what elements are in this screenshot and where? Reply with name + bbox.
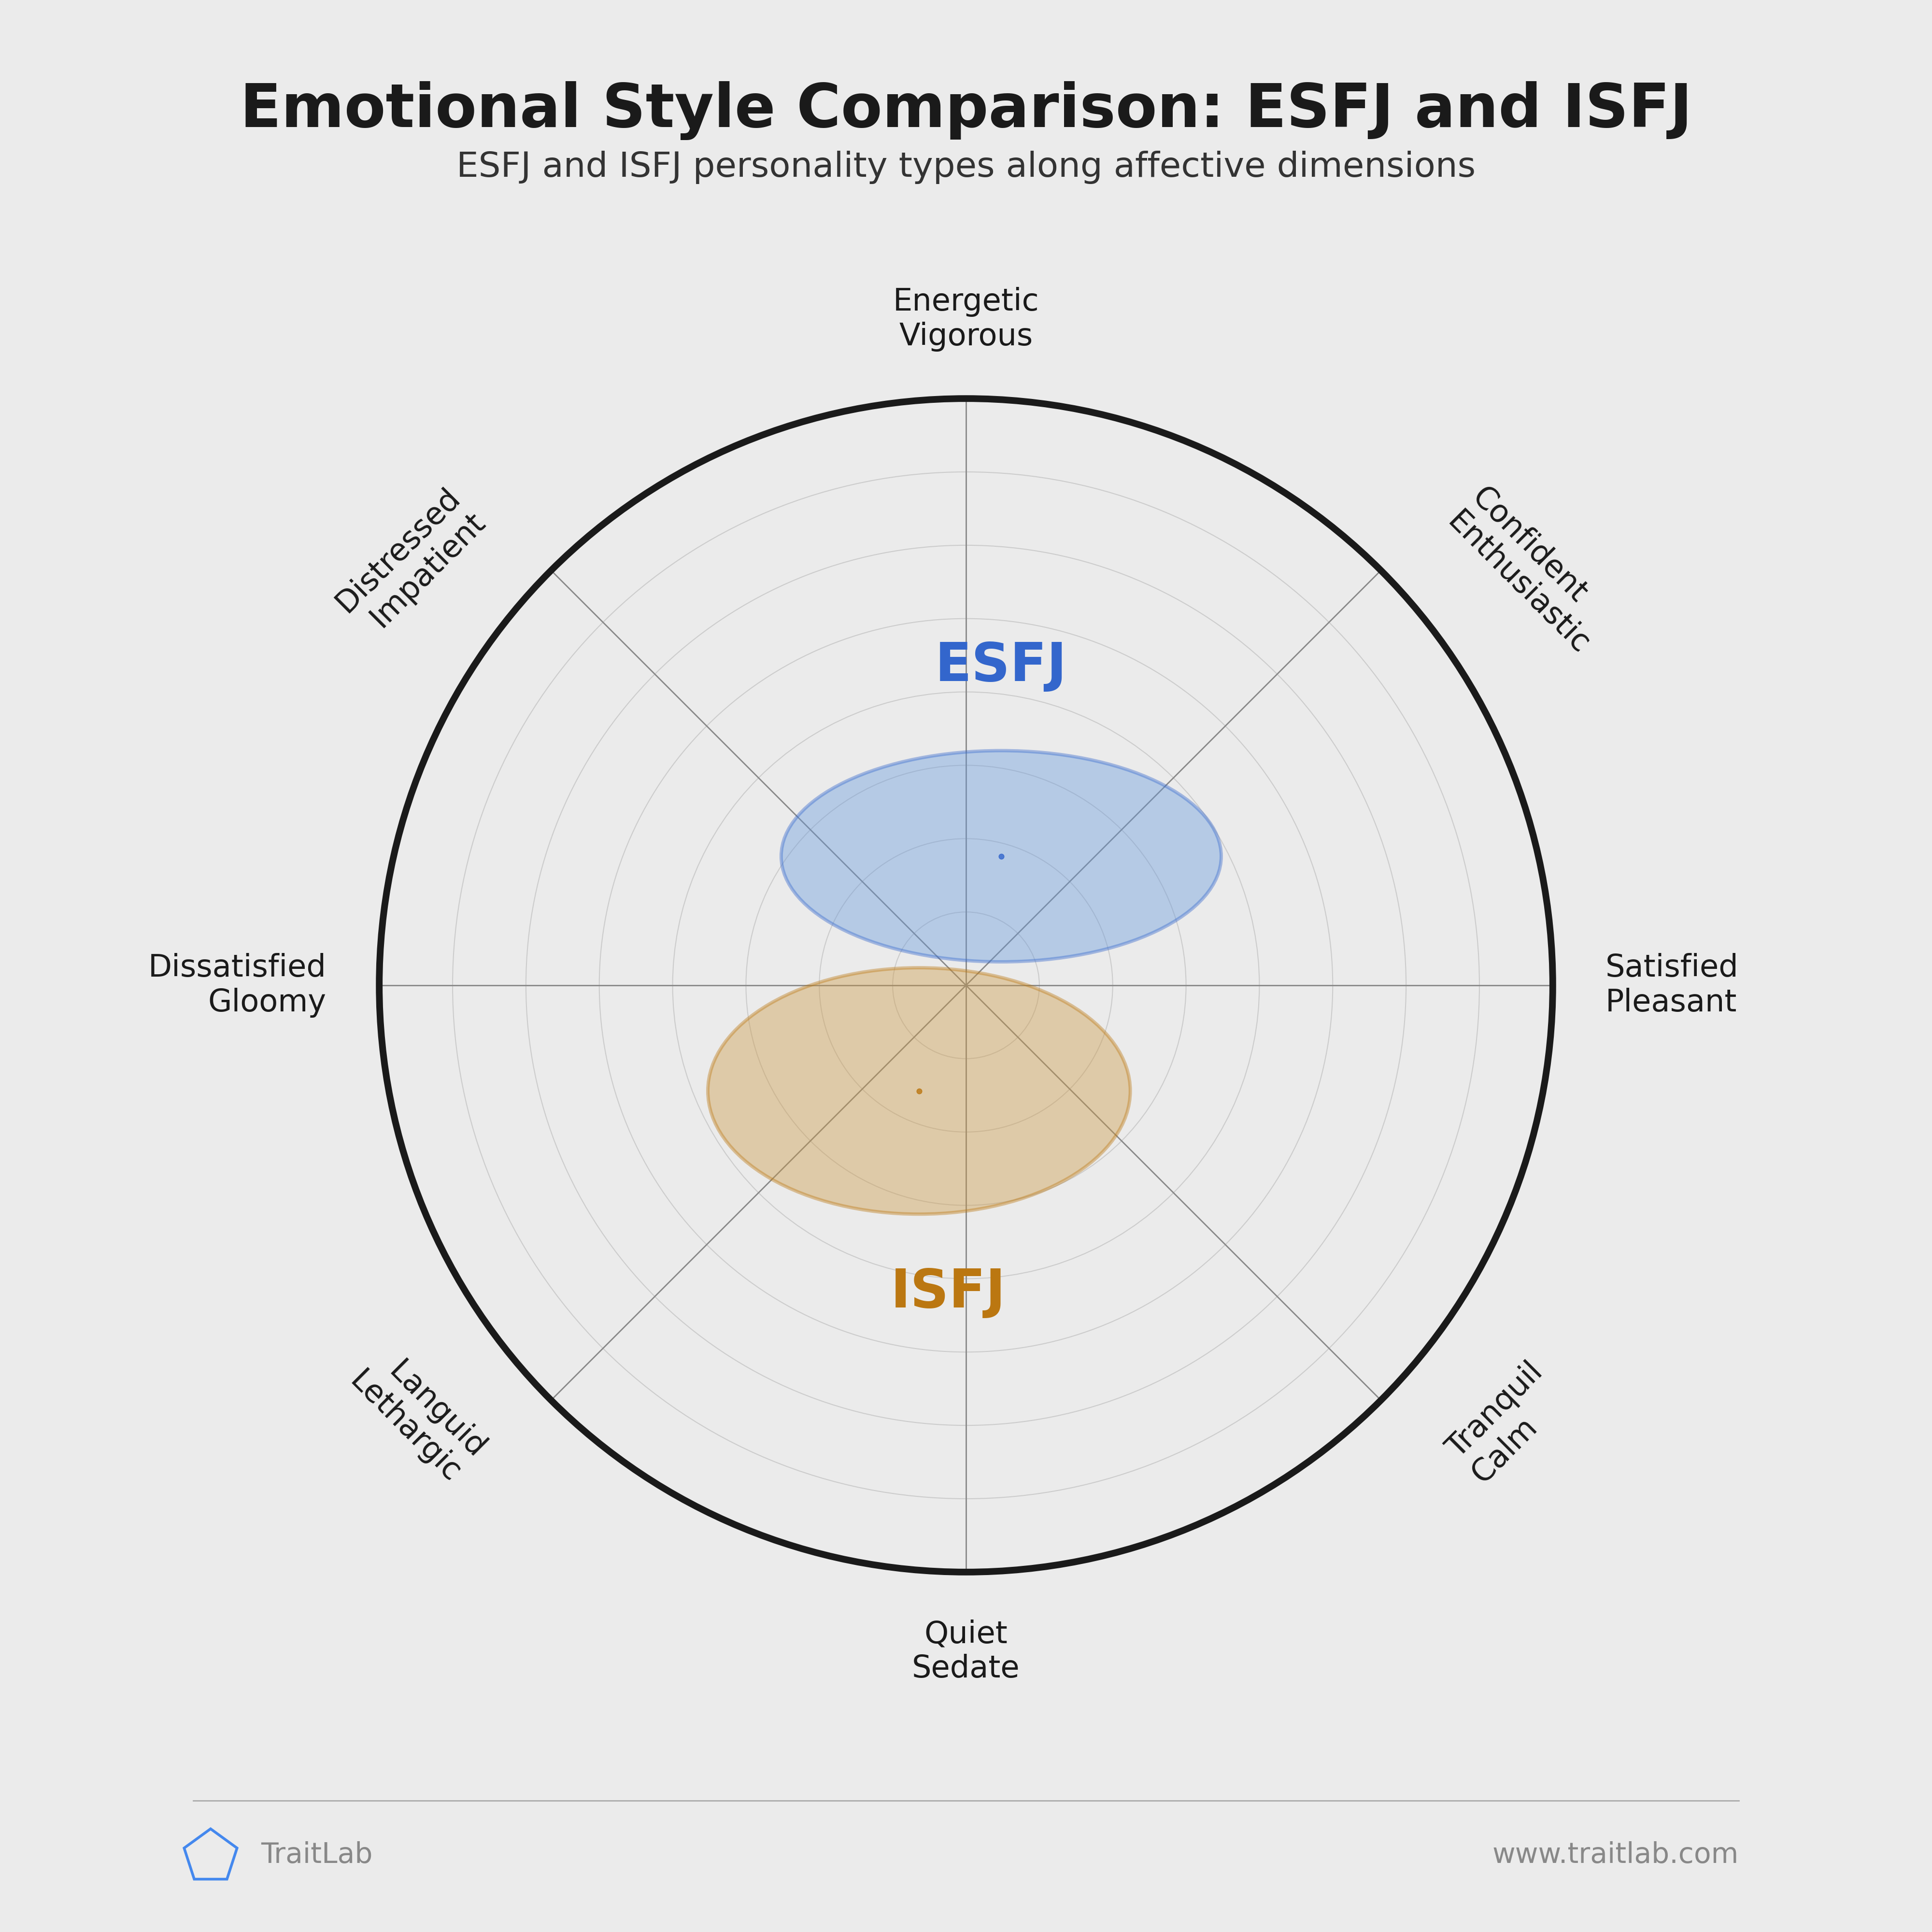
Point <box>985 840 1016 871</box>
Text: Quiet
Sedate: Quiet Sedate <box>912 1619 1020 1683</box>
Text: TraitLab: TraitLab <box>261 1841 373 1868</box>
Text: Emotional Style Comparison: ESFJ and ISFJ: Emotional Style Comparison: ESFJ and ISF… <box>240 81 1692 141</box>
Text: Dissatisfied
Gloomy: Dissatisfied Gloomy <box>149 952 327 1018</box>
Point <box>904 1076 935 1107</box>
Text: Energetic
Vigorous: Energetic Vigorous <box>893 288 1039 352</box>
Text: Languid
Lethargic: Languid Lethargic <box>344 1341 491 1490</box>
Text: www.traitlab.com: www.traitlab.com <box>1492 1841 1739 1868</box>
Text: Tranquil
Calm: Tranquil Calm <box>1441 1356 1573 1490</box>
Text: ISFJ: ISFJ <box>891 1267 1007 1320</box>
Text: Satisfied
Pleasant: Satisfied Pleasant <box>1605 952 1739 1018</box>
Text: Confident
Enthusiastic: Confident Enthusiastic <box>1441 481 1619 661</box>
Text: ESFJ and ISFJ personality types along affective dimensions: ESFJ and ISFJ personality types along af… <box>456 151 1476 184</box>
Text: ESFJ: ESFJ <box>935 639 1066 692</box>
Ellipse shape <box>781 752 1221 962</box>
Text: Distressed
Impatient: Distressed Impatient <box>330 481 491 641</box>
Ellipse shape <box>707 968 1130 1213</box>
